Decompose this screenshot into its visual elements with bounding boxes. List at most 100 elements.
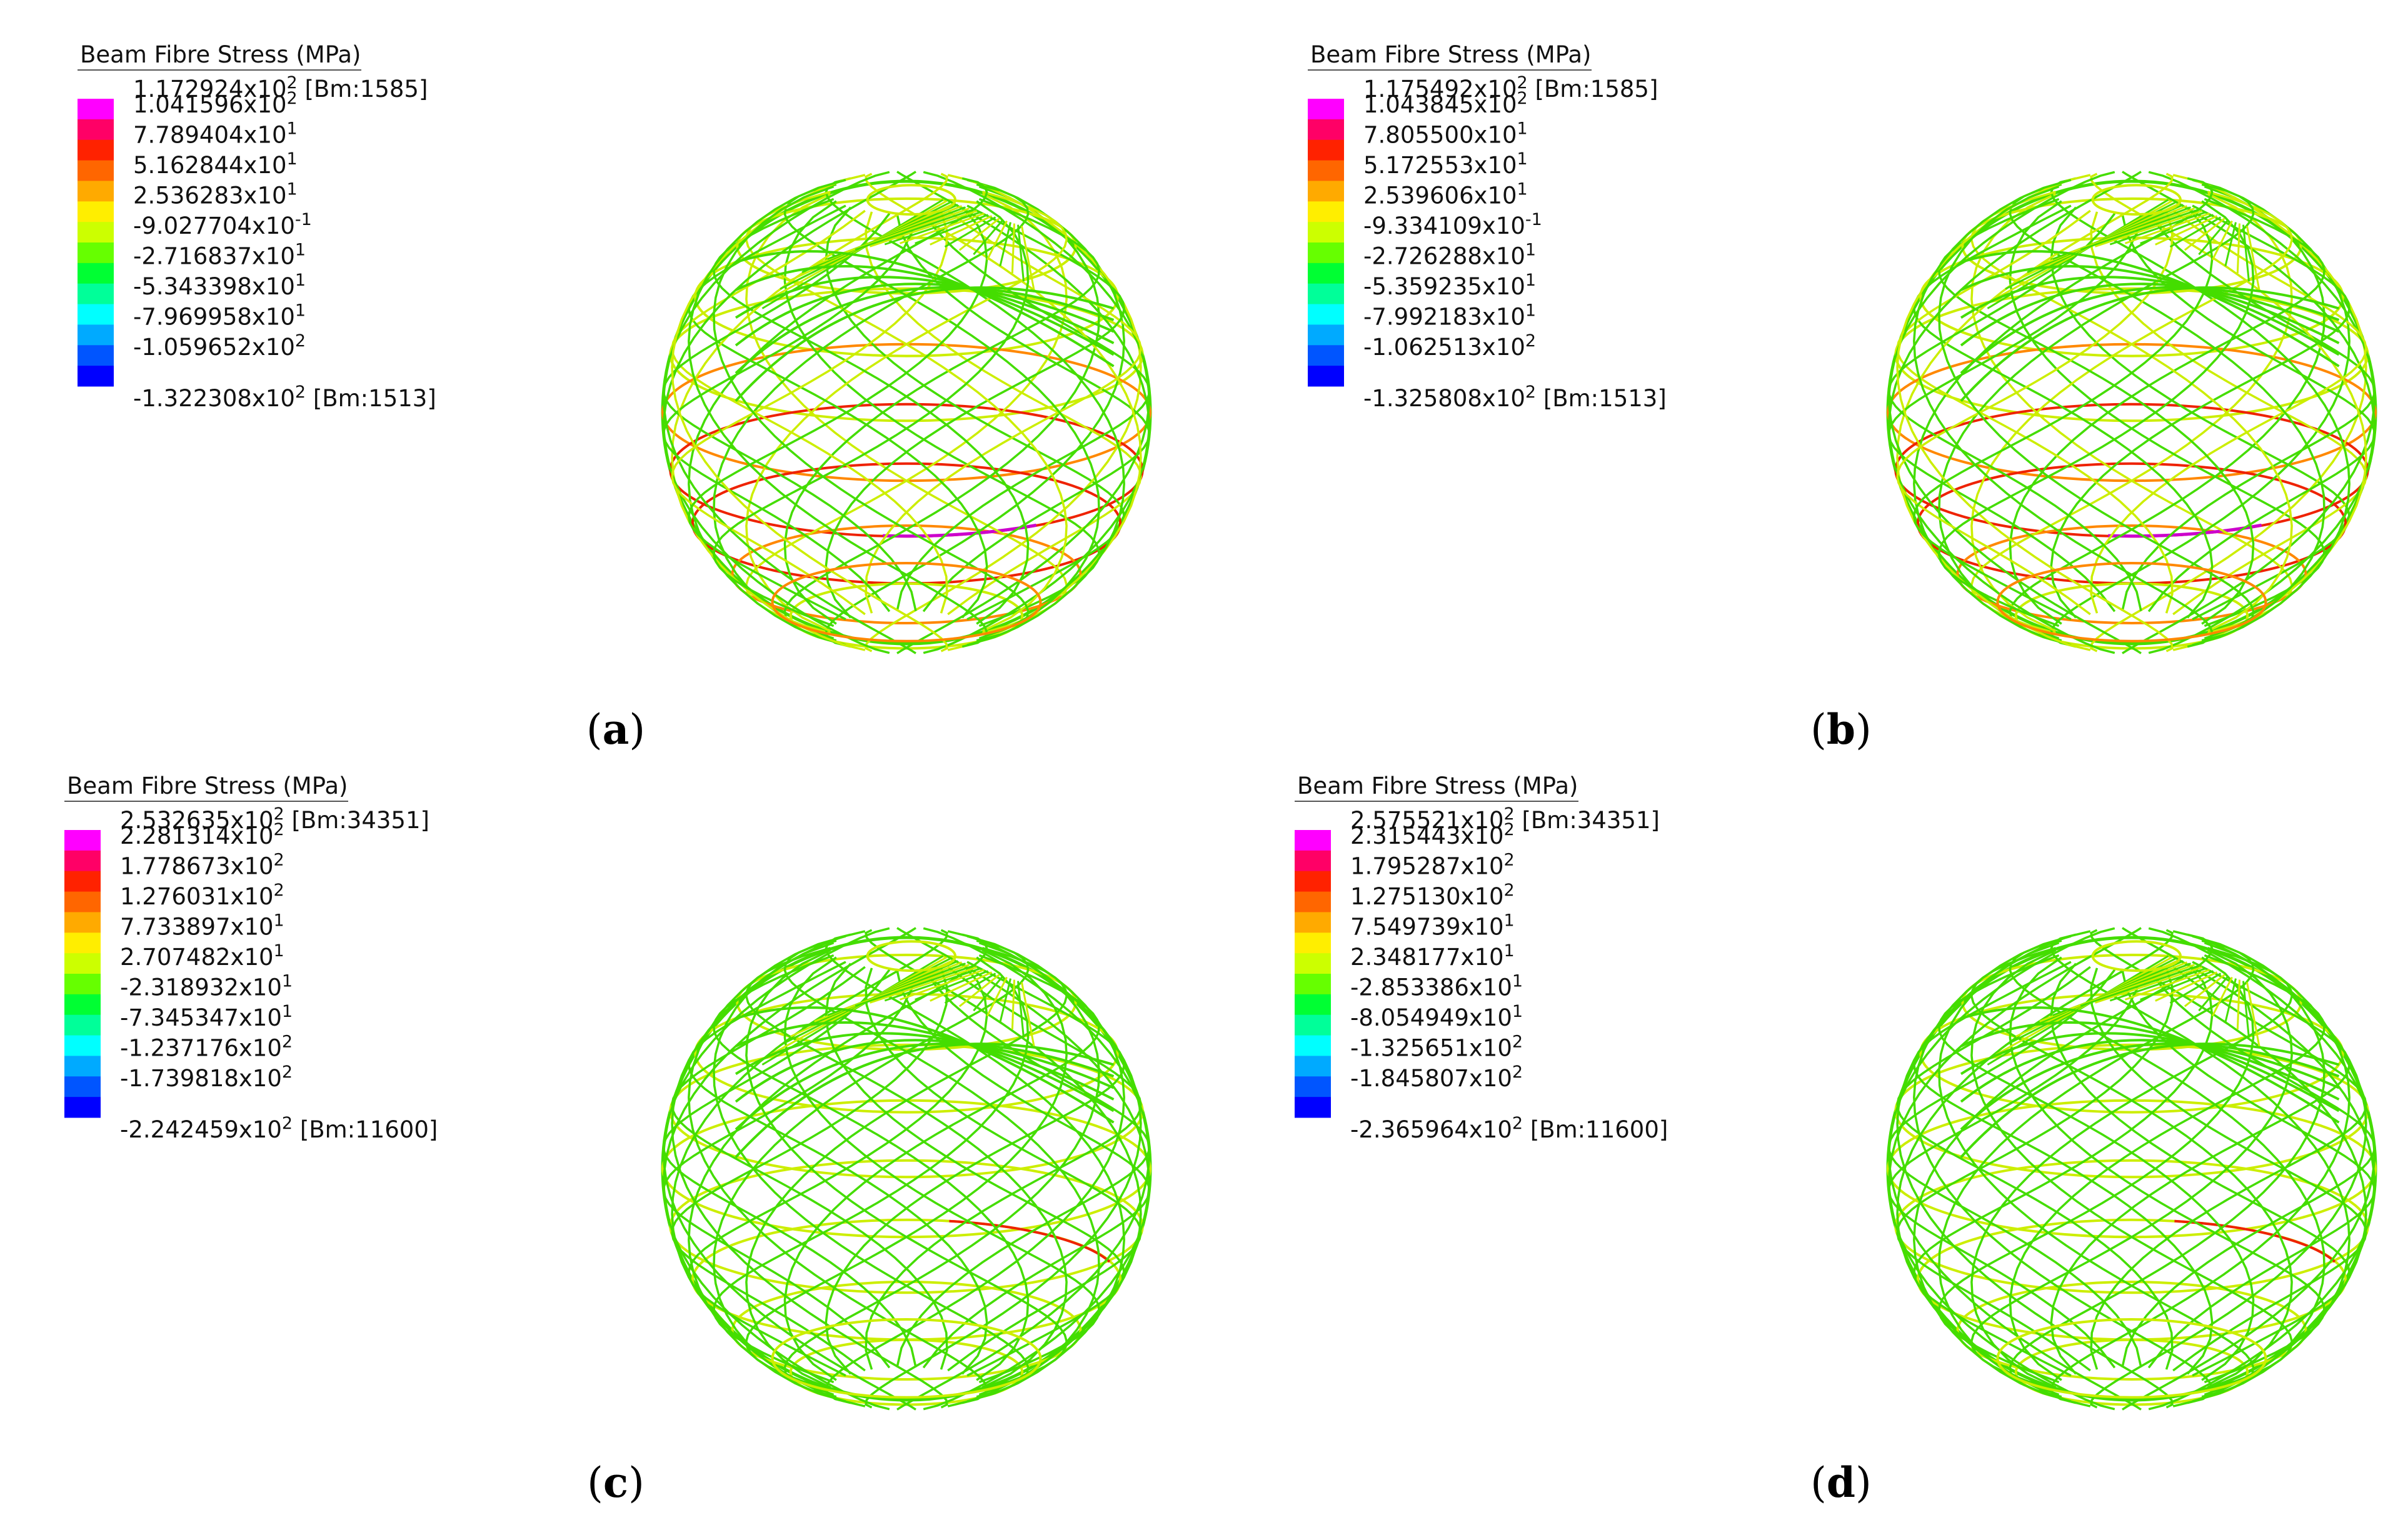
lattice-member: [825, 961, 1125, 1375]
color-bar-band: [78, 181, 114, 202]
ribbed-cap: [735, 955, 1115, 1158]
color-bar-band: [1308, 366, 1344, 387]
color-bar-band: [1308, 345, 1344, 366]
color-bar-band: [64, 912, 101, 933]
color-bar-band: [1308, 324, 1344, 346]
lattice-member: [2050, 204, 2350, 619]
lattice-member: [713, 183, 1030, 640]
lattice-member: [663, 927, 916, 1411]
color-bar-band: [1295, 1076, 1331, 1098]
legend-tick-label: -1.325808x102 [Bm:1513]: [1363, 382, 1667, 412]
color-bar: [1308, 99, 1344, 387]
legend-tick-label: -1.062513x102: [1363, 331, 1536, 361]
lattice-member: [1938, 185, 2255, 642]
color-bar-band: [64, 1056, 101, 1077]
legend-tick-label: -5.343398x101: [133, 271, 306, 300]
lattice-member: [1888, 171, 2142, 654]
top-opening: [866, 184, 957, 216]
color-bar-band: [78, 99, 114, 120]
color-bar-band: [78, 160, 114, 181]
lattice-member: [896, 969, 1150, 1369]
lattice-member: [865, 966, 1142, 1370]
color-bar-band: [1295, 891, 1331, 912]
latitude-ring: [731, 1281, 1082, 1381]
lattice-member: [1938, 939, 2255, 1396]
lattice-member: [688, 179, 988, 648]
legend-title: Beam Fibre Stress (MPa): [80, 41, 361, 68]
color-bar-band: [1308, 283, 1344, 305]
legend-tick-label: 7.805500x101: [1363, 119, 1528, 149]
color-bar-band: [1308, 242, 1344, 264]
legend-tick-label: -2.716837x101: [133, 241, 306, 270]
lattice-member: [663, 927, 916, 1411]
lattice-member: [783, 198, 1100, 625]
sphere-mesh: [1886, 171, 2377, 654]
legend-tick-label: 1.041596x102: [133, 89, 298, 118]
color-bar-band: [64, 871, 101, 892]
color-bar-band: [64, 850, 101, 872]
legend-tick-label: -7.345347x101: [120, 1002, 293, 1031]
legend-tick-label: 2.575521x102 [Bm:34351]: [1350, 804, 1660, 834]
legend-tick-label: 2.539606x101: [1363, 180, 1528, 209]
color-bar-band: [1308, 139, 1344, 161]
color-bar-band: [78, 345, 114, 366]
latitude-ring: [736, 953, 1077, 1051]
lattice-member: [865, 209, 1142, 614]
lattice-member: [2090, 209, 2367, 614]
legend-tick-label: 2.707482x101: [120, 941, 284, 971]
legend-tick-label: 5.172553x101: [1363, 149, 1528, 179]
lattice-member: [745, 947, 1068, 1389]
color-bar-band: [1295, 830, 1331, 851]
bottom-opening: [771, 562, 1042, 642]
color-bar-band: [1295, 932, 1331, 954]
lattice-member: [1913, 935, 2214, 1404]
legend-tick-label: -2.318932x101: [120, 972, 293, 1001]
lattice-member: [713, 185, 1030, 642]
panels-layer: Beam Fibre Stress (MPa) 1.172924x102 [Bm:…: [64, 41, 2377, 1507]
ribbed-cap: [1960, 199, 2340, 402]
panel-caption: (b): [1810, 705, 1872, 754]
color-bar-band: [1295, 1097, 1331, 1118]
color-bar-band: [78, 283, 114, 305]
latitude-ring: [1961, 197, 2302, 295]
color-bar-band: [1295, 1035, 1331, 1056]
color-bar-band: [1308, 304, 1344, 325]
legend-tick-label: -1.059652x102: [133, 331, 306, 361]
legend-tick-label: 1.276031x102: [120, 881, 284, 910]
lattice-member: [713, 939, 1030, 1396]
legend-tick-label: 2.348177x101: [1350, 941, 1515, 971]
legend-tick-label: -9.334109x10-1: [1363, 210, 1542, 239]
lattice-member: [663, 171, 916, 654]
legend-tick-label: 1.275130x102: [1350, 881, 1515, 910]
sphere-mesh: [1886, 927, 2377, 1411]
color-bar-band: [64, 1014, 101, 1036]
legend-title: Beam Fibre Stress (MPa): [1297, 772, 1578, 799]
legend-title: Beam Fibre Stress (MPa): [67, 772, 348, 799]
bottom-opening: [771, 1318, 1042, 1399]
panel-c: Beam Fibre Stress (MPa) 2.532635x102 [Bm:…: [64, 772, 1152, 1507]
panel-caption: (c): [587, 1458, 645, 1507]
lattice-member: [1888, 171, 2142, 654]
top-opening: [2091, 940, 2182, 972]
legend-tick-label: -1.325651x102: [1350, 1032, 1523, 1062]
color-bar-band: [1308, 160, 1344, 181]
color-bar-band: [64, 891, 101, 912]
lattice-member: [2121, 213, 2375, 612]
legend-tick-label: -2.242459x102 [Bm:11600]: [120, 1114, 438, 1143]
lattice-member: [2050, 961, 2350, 1375]
lattice-member: [2121, 969, 2375, 1369]
legend-tick-label: -9.027704x10-1: [133, 210, 312, 239]
legend-tick-label: -5.359235x101: [1363, 271, 1536, 300]
legend-tick-label: 1.043845x102: [1363, 89, 1528, 118]
lattice-member: [1970, 191, 2293, 632]
color-bar-band: [78, 324, 114, 346]
legend-tick-label: 2.532635x102 [Bm:34351]: [120, 804, 429, 834]
legend-tick-label: -8.054949x101: [1350, 1002, 1523, 1031]
color-bar-band: [1295, 953, 1331, 974]
color-bar-band: [1308, 119, 1344, 141]
legend-tick-label: -1.237176x102: [120, 1032, 293, 1062]
stress-legend: Beam Fibre Stress (MPa) 2.575521x102 [Bm:…: [1295, 772, 1668, 1143]
legend-tick-label: 1.778673x102: [120, 851, 284, 880]
color-bar-band: [78, 262, 114, 284]
color-bar-band: [1308, 181, 1344, 202]
